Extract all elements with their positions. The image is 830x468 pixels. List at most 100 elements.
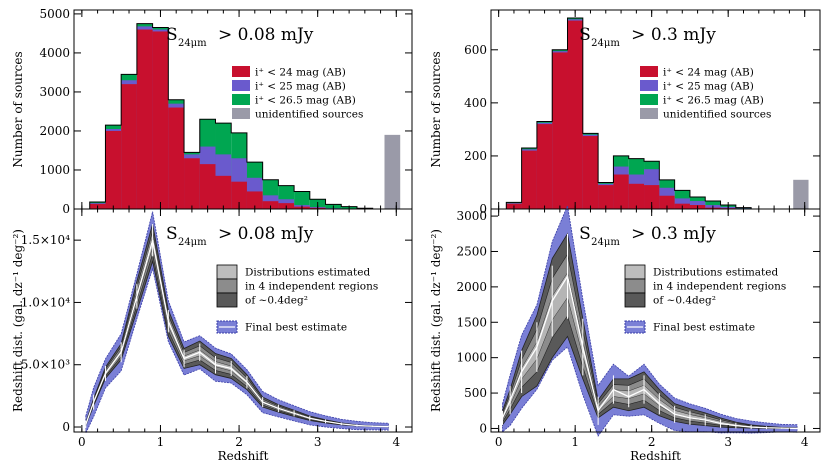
y-tick-label: 0	[479, 421, 487, 435]
title-subscript: 24μm	[178, 237, 207, 248]
title-subscript: 24μm	[178, 38, 207, 49]
y-axis-label: Redshift dist. (gal. dz⁻¹ deg⁻²)	[11, 229, 25, 412]
legend-label: of ~0.4deg²	[245, 295, 308, 307]
x-tick-label: 3	[724, 435, 732, 449]
legend-swatch	[625, 265, 645, 279]
x-axis-label: Redshift	[218, 449, 269, 463]
legend-label: Distributions estimated	[245, 267, 370, 279]
histogram-bar	[522, 151, 537, 209]
x-tick-label: 1	[157, 435, 165, 449]
histogram-bar	[153, 31, 169, 209]
title-subscript: 24μm	[591, 237, 620, 248]
y-tick-label: 2000	[39, 124, 70, 138]
title-symbol: S	[166, 224, 178, 244]
y-axis-label: Number of sources	[429, 51, 443, 167]
panel-bottom-right: Distributions estimated in 4 independent …	[429, 206, 820, 463]
legend-label: unidentified sources	[663, 109, 771, 121]
title-threshold: > 0.3 mJy	[631, 25, 716, 45]
y-tick-label: 1.5×10⁴	[21, 233, 70, 247]
histogram-bar	[168, 108, 184, 209]
legend-label: i⁺ < 25 mag (AB)	[255, 81, 346, 93]
y-tick-label: 2000	[456, 280, 487, 294]
y-tick-label: 0	[62, 202, 70, 216]
legend-label: in 4 independent regions	[653, 281, 786, 293]
legend-swatch	[232, 108, 250, 119]
unidentified-bar	[793, 180, 808, 209]
legend-swatch	[232, 94, 250, 105]
y-tick-label: 4000	[39, 46, 70, 60]
y-tick-label: 3000	[456, 209, 487, 223]
legend-swatch	[232, 80, 250, 91]
legend-swatch	[640, 66, 658, 77]
title-symbol: S	[166, 25, 178, 45]
y-axis-label: Redshift dist. (gal. dz⁻¹ deg⁻²)	[429, 229, 443, 412]
title-subscript: 24μm	[591, 38, 620, 49]
y-tick-label: 5.0×10³	[21, 358, 70, 372]
x-tick-label: 2	[235, 435, 243, 449]
legend-label: Final best estimate	[653, 322, 755, 334]
legend-label: in 4 independent regions	[245, 281, 378, 293]
y-tick-label: 200	[464, 149, 487, 163]
panel-bottom-left: Distributions estimated in 4 independent …	[11, 209, 412, 463]
legend-label: of ~0.4deg²	[653, 295, 716, 307]
histogram-bar	[215, 176, 231, 209]
y-tick-label: 0	[62, 420, 70, 434]
legend-swatch	[640, 80, 658, 91]
legend-label: Final best estimate	[245, 322, 347, 334]
legend-label: unidentified sources	[255, 109, 363, 121]
histogram-bar	[552, 52, 567, 209]
panel-top-right: i⁺ < 24 mag (AB) i⁺ < 25 mag (AB) i⁺ < 26.…	[429, 10, 820, 216]
histogram-bar	[121, 84, 137, 209]
legend-label: i⁺ < 26.5 mag (AB)	[663, 95, 764, 107]
legend-swatch	[217, 265, 237, 279]
y-tick-label: 400	[464, 96, 487, 110]
legend-label: i⁺ < 24 mag (AB)	[255, 67, 346, 79]
title-threshold: > 0.3 mJy	[631, 224, 716, 244]
histogram-bar	[537, 124, 552, 209]
x-axis-label: Redshift	[630, 449, 681, 463]
y-tick-label: 1000	[39, 163, 70, 177]
legend-label: i⁺ < 26.5 mag (AB)	[255, 95, 356, 107]
legend-swatch	[640, 108, 658, 119]
x-tick-label: 3	[314, 435, 322, 449]
legend-swatch	[232, 66, 250, 77]
histogram-bar	[105, 131, 121, 209]
legend-swatch	[640, 94, 658, 105]
legend-label: i⁺ < 24 mag (AB)	[663, 67, 754, 79]
histogram-bar	[613, 175, 628, 209]
y-tick-label: 600	[464, 43, 487, 57]
y-tick-label: 2500	[456, 244, 487, 258]
x-tick-label: 4	[801, 435, 809, 449]
title-symbol: S	[579, 25, 591, 45]
histogram-bar	[184, 158, 200, 209]
y-axis-label: Number of sources	[11, 51, 25, 167]
y-tick-label: 1500	[456, 315, 487, 329]
legend-swatch	[625, 279, 645, 293]
panel-top-left: i⁺ < 24 mag (AB) i⁺ < 25 mag (AB) i⁺ < 26.…	[11, 7, 412, 216]
legend-swatch	[217, 293, 237, 307]
legend-label: Distributions estimated	[653, 267, 778, 279]
y-tick-label: 5000	[39, 7, 70, 21]
legend-swatch	[217, 279, 237, 293]
unidentified-bar	[384, 135, 400, 209]
histogram-bar	[583, 136, 598, 209]
x-tick-label: 1	[571, 435, 579, 449]
legend-label: i⁺ < 25 mag (AB)	[663, 81, 754, 93]
y-tick-label: 1000	[456, 351, 487, 365]
histogram-bar	[629, 184, 644, 209]
y-tick-label: 3000	[39, 85, 70, 99]
title-threshold: > 0.08 mJy	[218, 224, 314, 244]
title-symbol: S	[579, 224, 591, 244]
y-tick-label: 500	[464, 386, 487, 400]
x-tick-label: 4	[392, 435, 400, 449]
histogram-bar	[568, 21, 583, 209]
x-tick-label: 2	[648, 435, 656, 449]
histogram-bar	[200, 164, 216, 209]
legend-swatch	[625, 293, 645, 307]
histogram-bar	[137, 30, 153, 209]
